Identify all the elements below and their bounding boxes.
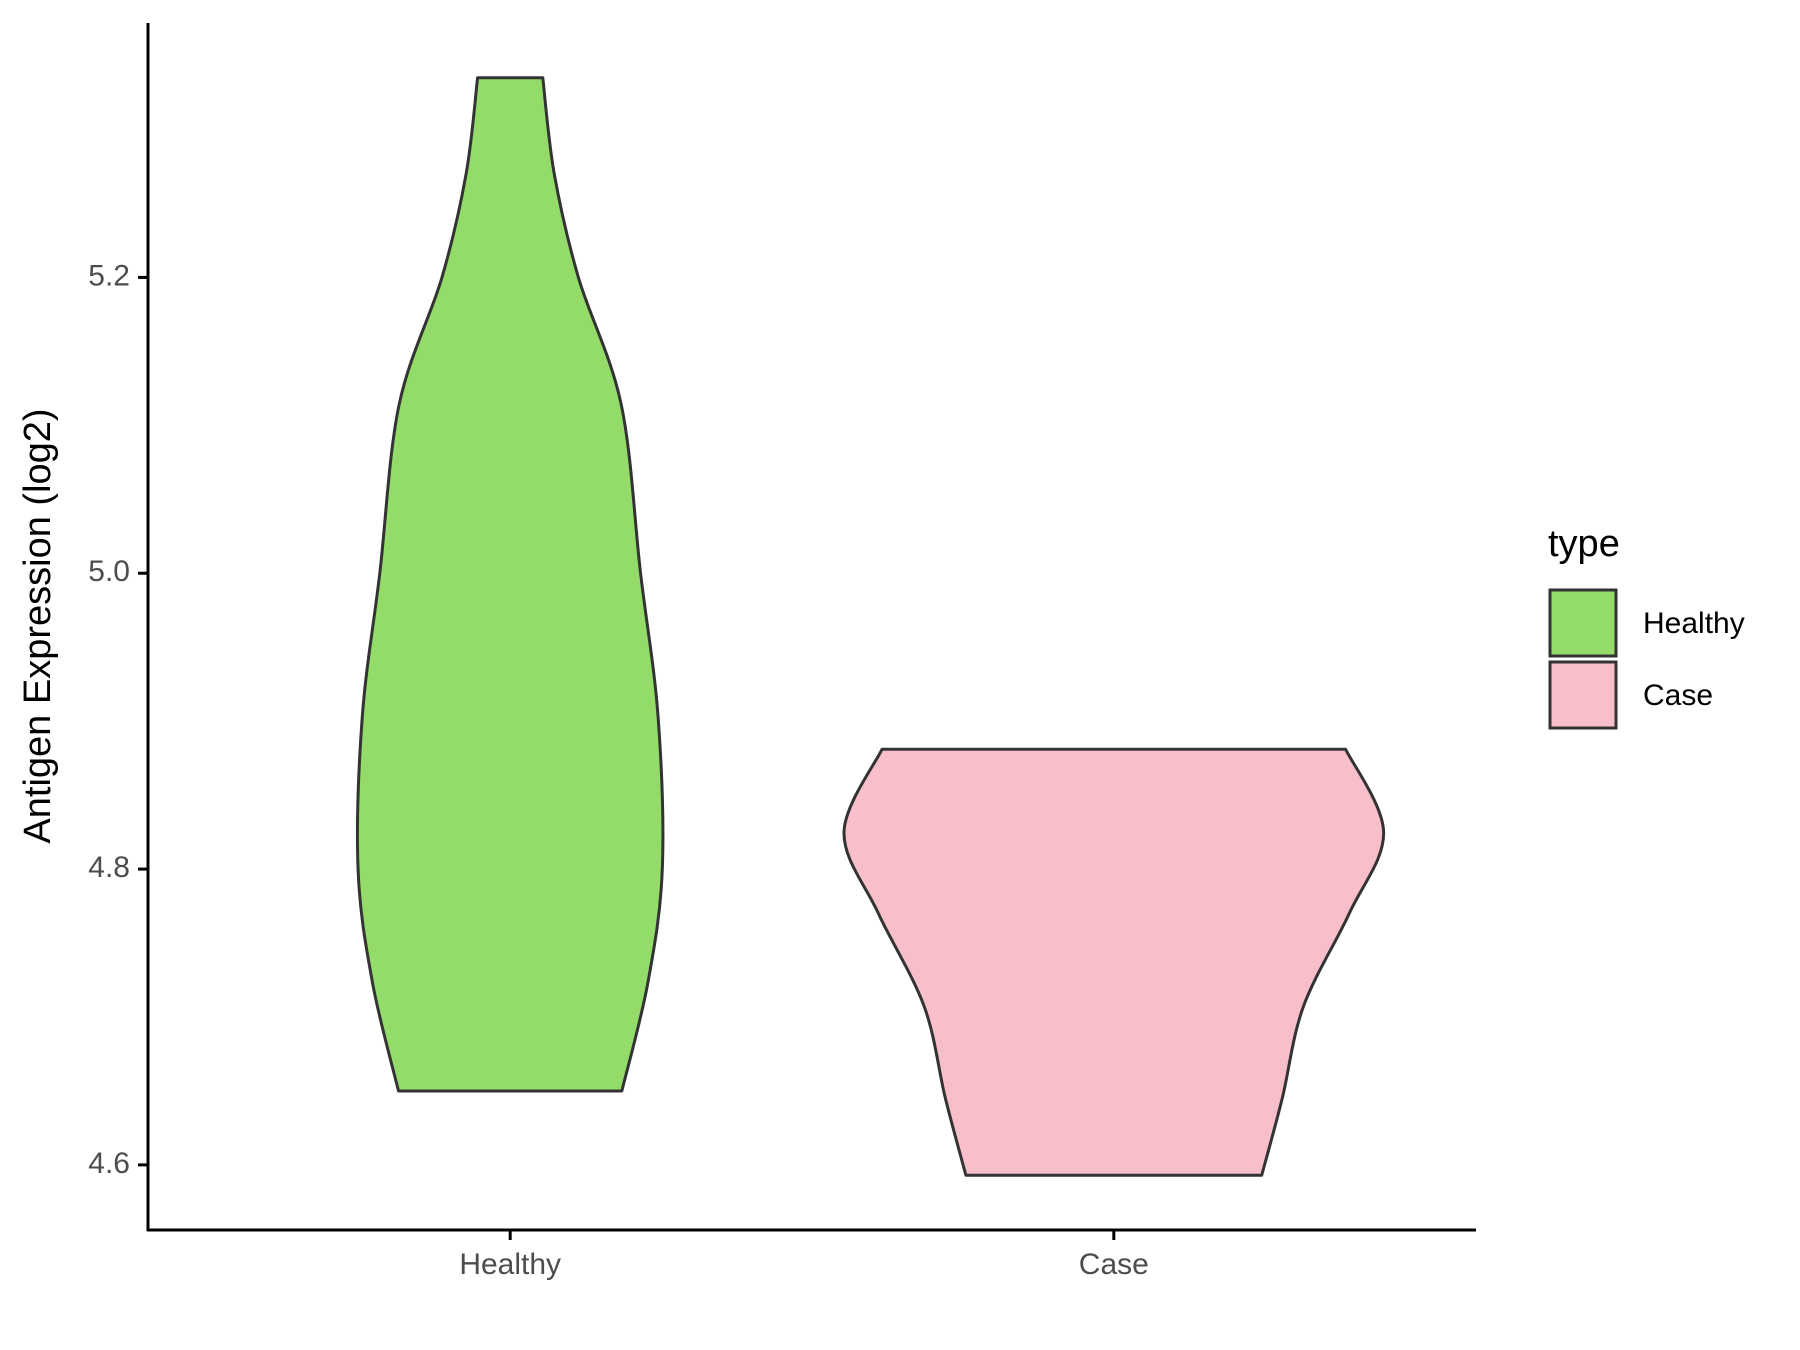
y-tick-label: 4.8	[88, 851, 130, 884]
x-tick-label: Case	[1079, 1248, 1149, 1281]
violin	[355, 76, 665, 1093]
y-axis-title: Antigen Expression (log2)	[17, 408, 59, 843]
y-tick-label: 5.2	[88, 259, 130, 292]
legend-key	[1548, 660, 1618, 730]
legend-key	[1548, 588, 1618, 658]
x-tick-label: Healthy	[459, 1248, 561, 1281]
y-tick-label: 4.6	[88, 1147, 130, 1180]
legend-label: Healthy	[1643, 607, 1745, 640]
y-tick-label: 5.0	[88, 555, 130, 588]
legend-label: Case	[1643, 679, 1713, 712]
legend-title: type	[1548, 523, 1620, 565]
violin	[842, 747, 1386, 1177]
